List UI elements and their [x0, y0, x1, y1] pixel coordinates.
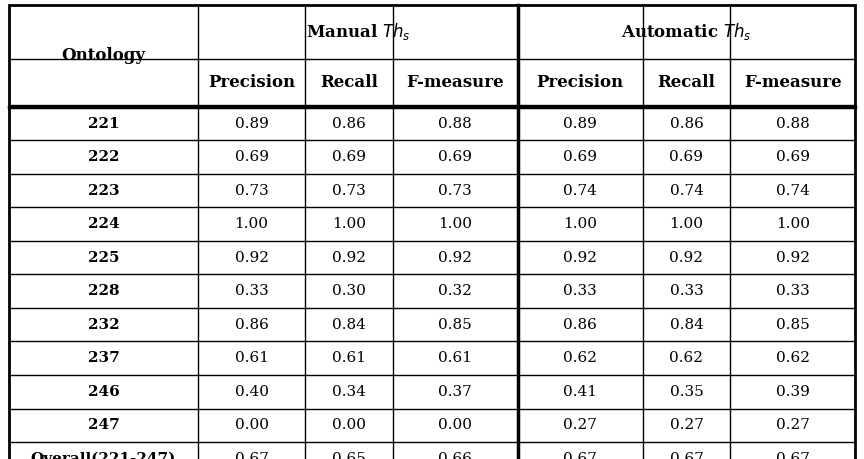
Text: 0.84: 0.84 — [332, 318, 365, 332]
Text: 0.67: 0.67 — [776, 452, 810, 459]
Text: 0.33: 0.33 — [776, 284, 810, 298]
Text: 221: 221 — [87, 117, 119, 131]
Text: 1.00: 1.00 — [332, 217, 365, 231]
Text: 225: 225 — [88, 251, 119, 265]
Text: 0.92: 0.92 — [234, 251, 269, 265]
Text: 0.69: 0.69 — [438, 150, 472, 164]
Text: 1.00: 1.00 — [234, 217, 269, 231]
Text: 0.27: 0.27 — [670, 418, 703, 432]
Text: Precision: Precision — [208, 74, 295, 91]
Text: 0.27: 0.27 — [776, 418, 810, 432]
Text: 0.92: 0.92 — [438, 251, 472, 265]
Text: Recall: Recall — [320, 74, 378, 91]
Text: 0.66: 0.66 — [438, 452, 472, 459]
Text: 0.41: 0.41 — [563, 385, 597, 399]
Text: 0.67: 0.67 — [563, 452, 597, 459]
Text: 0.73: 0.73 — [332, 184, 365, 198]
Text: 1.00: 1.00 — [670, 217, 703, 231]
Text: 228: 228 — [87, 284, 119, 298]
Text: 0.86: 0.86 — [235, 318, 269, 332]
Text: 0.69: 0.69 — [234, 150, 269, 164]
Text: F-measure: F-measure — [406, 74, 504, 91]
Text: 0.74: 0.74 — [670, 184, 703, 198]
Text: 0.92: 0.92 — [670, 251, 703, 265]
Text: 0.00: 0.00 — [234, 418, 269, 432]
Text: 224: 224 — [87, 217, 119, 231]
Text: 0.62: 0.62 — [563, 351, 597, 365]
Text: 1.00: 1.00 — [776, 217, 810, 231]
Text: 0.61: 0.61 — [332, 351, 365, 365]
Text: 0.86: 0.86 — [563, 318, 597, 332]
Text: Precision: Precision — [537, 74, 624, 91]
Text: Automatic $Th_s$: Automatic $Th_s$ — [621, 21, 752, 42]
Text: 222: 222 — [88, 150, 119, 164]
Text: 0.69: 0.69 — [670, 150, 703, 164]
Text: 0.86: 0.86 — [670, 117, 703, 131]
Text: 0.33: 0.33 — [670, 284, 703, 298]
Text: 0.88: 0.88 — [438, 117, 472, 131]
Text: 0.74: 0.74 — [776, 184, 810, 198]
Text: 0.69: 0.69 — [332, 150, 365, 164]
Text: 246: 246 — [87, 385, 119, 399]
Text: 0.30: 0.30 — [332, 284, 365, 298]
Text: 0.33: 0.33 — [235, 284, 269, 298]
Text: Overall(221-247): Overall(221-247) — [31, 452, 176, 459]
Text: 0.67: 0.67 — [670, 452, 703, 459]
Text: 0.88: 0.88 — [776, 117, 810, 131]
Text: 0.92: 0.92 — [776, 251, 810, 265]
Text: 0.69: 0.69 — [563, 150, 597, 164]
Text: 0.37: 0.37 — [438, 385, 472, 399]
Text: 0.62: 0.62 — [776, 351, 810, 365]
Text: 1.00: 1.00 — [563, 217, 597, 231]
Text: 247: 247 — [87, 418, 119, 432]
Text: 0.35: 0.35 — [670, 385, 703, 399]
Text: 0.00: 0.00 — [438, 418, 472, 432]
Text: 0.73: 0.73 — [438, 184, 472, 198]
Text: 0.85: 0.85 — [438, 318, 472, 332]
Text: 0.85: 0.85 — [776, 318, 810, 332]
Text: Recall: Recall — [658, 74, 715, 91]
Text: 0.65: 0.65 — [332, 452, 365, 459]
Text: 0.86: 0.86 — [332, 117, 365, 131]
Text: 1.00: 1.00 — [438, 217, 472, 231]
Text: Ontology: Ontology — [61, 47, 145, 64]
Text: 0.74: 0.74 — [563, 184, 597, 198]
Text: F-measure: F-measure — [744, 74, 842, 91]
Text: Manual $Th_s$: Manual $Th_s$ — [306, 21, 410, 42]
Text: 0.73: 0.73 — [235, 184, 269, 198]
Text: 0.69: 0.69 — [776, 150, 810, 164]
Text: 0.61: 0.61 — [234, 351, 269, 365]
Text: 0.27: 0.27 — [563, 418, 597, 432]
Text: 232: 232 — [87, 318, 119, 332]
Text: 223: 223 — [87, 184, 119, 198]
Text: 0.33: 0.33 — [563, 284, 597, 298]
Text: 0.67: 0.67 — [235, 452, 269, 459]
Text: 0.40: 0.40 — [234, 385, 269, 399]
Text: 0.00: 0.00 — [332, 418, 365, 432]
Text: 0.92: 0.92 — [332, 251, 365, 265]
Text: 237: 237 — [87, 351, 119, 365]
Text: 0.39: 0.39 — [776, 385, 810, 399]
Text: 0.89: 0.89 — [235, 117, 269, 131]
Text: 0.92: 0.92 — [563, 251, 597, 265]
Text: 0.84: 0.84 — [670, 318, 703, 332]
Text: 0.34: 0.34 — [332, 385, 365, 399]
Text: 0.62: 0.62 — [670, 351, 703, 365]
Text: 0.89: 0.89 — [563, 117, 597, 131]
Text: 0.61: 0.61 — [438, 351, 472, 365]
Text: 0.32: 0.32 — [438, 284, 472, 298]
